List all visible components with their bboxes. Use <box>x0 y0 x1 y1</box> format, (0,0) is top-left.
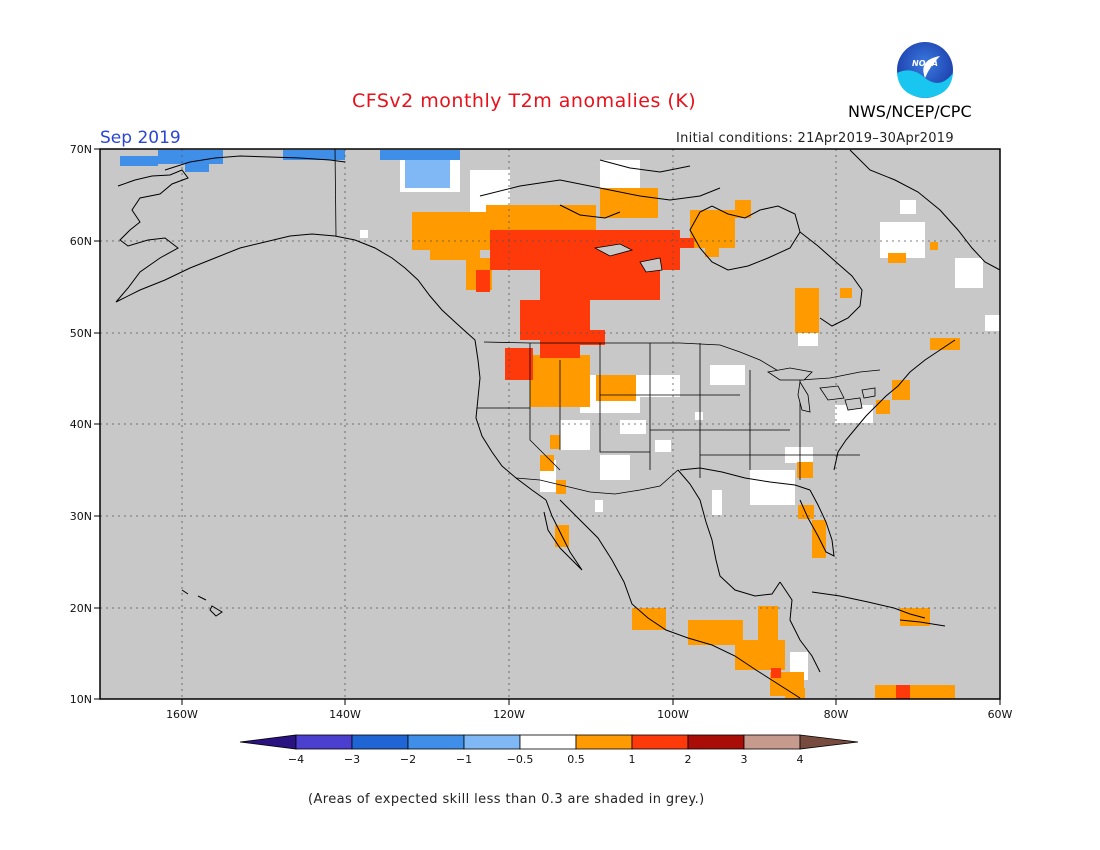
lat-label: 50N <box>70 327 92 340</box>
lon-label: 80W <box>824 708 849 721</box>
lat-label: 70N <box>70 143 92 156</box>
lon-label: 100W <box>657 708 689 721</box>
colorbar-swatch <box>687 734 745 750</box>
lat-label: 60N <box>70 235 92 248</box>
colorbar-swatch <box>743 734 801 750</box>
colorbar-swatch <box>351 734 409 750</box>
lat-label: 10N <box>70 693 92 706</box>
lon-label: 140W <box>329 708 361 721</box>
agency-label: NWS/NCEP/CPC <box>848 102 972 121</box>
colorbar-swatch <box>519 734 577 750</box>
colorbar-tick-label: −3 <box>344 753 360 766</box>
coastlines <box>115 149 1000 699</box>
target-month-label: Sep 2019 <box>100 128 181 148</box>
colorbar-tick-label: −1 <box>456 753 472 766</box>
colorbar-tick-label: −2 <box>400 753 416 766</box>
colorbar-tick-label: 1 <box>629 753 636 766</box>
colorbar: −4 −3 −2 −1 −0.5 0.5 1 2 3 4 <box>239 734 859 766</box>
colorbar-tick-label: 3 <box>741 753 748 766</box>
lat-label: 40N <box>70 418 92 431</box>
axis-ticks <box>94 148 1001 705</box>
colorbar-tick-label: −0.5 <box>507 753 534 766</box>
skill-footnote: (Areas of expected skill less than 0.3 a… <box>308 792 705 807</box>
graticule <box>100 149 1000 699</box>
colorbar-tick-label: 4 <box>797 753 804 766</box>
colorbar-swatch <box>631 734 689 750</box>
colorbar-arrow-left <box>239 734 297 750</box>
lon-label: 160W <box>166 708 198 721</box>
colorbar-tick-label: −4 <box>288 753 304 766</box>
chart-title: CFSv2 monthly T2m anomalies (K) <box>352 90 697 112</box>
warm-mid-anomaly-regions <box>476 230 910 699</box>
lat-label: 30N <box>70 510 92 523</box>
colorbar-swatch <box>295 734 353 750</box>
colorbar-swatch <box>463 734 521 750</box>
lat-label: 20N <box>70 602 92 615</box>
colorbar-arrow-right <box>799 734 859 750</box>
noaa-logo-text: NOAA <box>912 59 938 68</box>
political-boundaries <box>334 149 881 495</box>
great-lakes <box>593 243 876 413</box>
colorbar-tick-label: 0.5 <box>567 753 585 766</box>
lon-label: 60W <box>988 708 1013 721</box>
colorbar-swatch <box>407 734 465 750</box>
noaa-logo: NOAA <box>894 39 956 101</box>
cool-anomaly-regions <box>120 150 460 188</box>
initial-conditions-label: Initial conditions: 21Apr2019–30Apr2019 <box>676 131 954 146</box>
lon-label: 120W <box>493 708 525 721</box>
colorbar-swatch <box>575 734 633 750</box>
colorbar-tick-label: 2 <box>685 753 692 766</box>
